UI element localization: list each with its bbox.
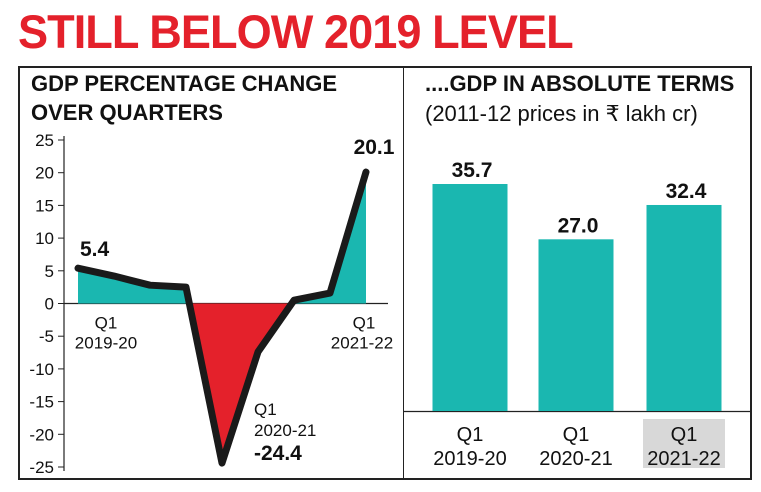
y-tick-label: 10 [35, 229, 54, 248]
x-label-quarter: Q1 [671, 424, 698, 446]
y-tick-label: -25 [29, 458, 54, 477]
data-point [364, 170, 368, 174]
gdp-percentage-line-chart: 2520151050-5-10-15-20-255.4Q12019-20Q120… [29, 131, 395, 477]
x-label-year: 2019-20 [75, 334, 137, 353]
positive-area [291, 172, 366, 304]
value-label: -24.4 [254, 442, 302, 465]
right-panel-subtitle: (2011-12 prices in ₹ lakh cr) [425, 101, 698, 126]
y-tick-label: -10 [29, 360, 54, 379]
headline: STILL BELOW 2019 LEVEL [18, 5, 574, 58]
bar [646, 204, 722, 411]
left-panel-title-line1: GDP PERCENTAGE CHANGE [31, 71, 338, 96]
bar-value-label: 32.4 [666, 180, 707, 203]
bar-value-label: 27.0 [558, 214, 599, 237]
data-point [184, 285, 188, 289]
data-point [148, 283, 152, 287]
y-tick-label: 0 [45, 295, 54, 314]
data-point [220, 461, 224, 465]
data-point [76, 266, 80, 270]
y-tick-label: -15 [29, 393, 54, 412]
highlighted-category-bg [643, 419, 725, 468]
x-label-quarter: Q1 [457, 424, 484, 446]
data-point [292, 298, 296, 302]
right-panel-title: ....GDP IN ABSOLUTE TERMS [425, 71, 735, 96]
y-tick-label: 15 [35, 196, 54, 215]
y-tick-label: 20 [35, 164, 54, 183]
x-label-quarter: Q1 [254, 400, 277, 419]
bar-value-label: 35.7 [452, 159, 493, 182]
y-tick-label: -20 [29, 425, 54, 444]
x-label-year: 2020-21 [254, 421, 316, 440]
chart-frame [18, 66, 752, 480]
y-tick-label: -5 [39, 327, 54, 346]
value-label: 5.4 [80, 238, 110, 261]
x-label-year: 2021-22 [647, 448, 720, 470]
x-label-year: 2019-20 [433, 448, 506, 470]
x-label-quarter: Q1 [95, 314, 118, 333]
x-label-year: 2020-21 [539, 448, 612, 470]
x-label-quarter: Q1 [563, 424, 590, 446]
x-label-year: 2021-22 [331, 334, 393, 353]
y-tick-label: 5 [45, 262, 54, 281]
data-point [256, 350, 260, 354]
y-tick-label: 25 [35, 131, 54, 150]
x-label-quarter: Q1 [353, 314, 376, 333]
bar [432, 184, 508, 411]
left-panel-title-line2: OVER QUARTERS [31, 100, 223, 125]
panel-divider [403, 66, 404, 480]
data-point [112, 274, 116, 278]
value-label: 20.1 [354, 136, 395, 159]
bar [538, 239, 614, 411]
data-point [328, 291, 332, 295]
